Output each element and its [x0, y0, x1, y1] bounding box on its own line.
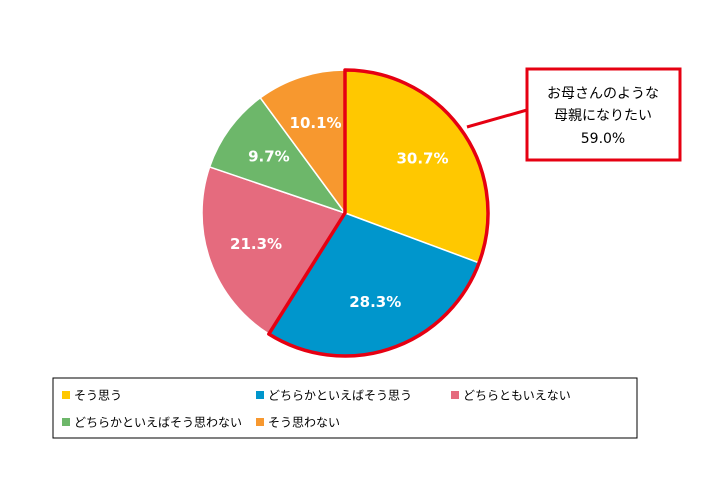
data-label: 10.1% [290, 114, 342, 132]
legend-swatch [451, 391, 459, 399]
data-label: 21.3% [230, 235, 282, 253]
legend-label: どちらともいえない [463, 389, 571, 403]
callout-line-2: 母親になりたい [554, 108, 652, 124]
legend-label: そう思う [74, 389, 122, 403]
callout-leader-line [466, 108, 528, 129]
callout-value: 59.0% [581, 131, 625, 147]
callout-box: お母さんのような 母親になりたい 59.0% [525, 67, 682, 162]
slice-dochiraka-omowanai [208, 96, 348, 215]
callout-frame [525, 67, 682, 162]
legend-swatch [62, 391, 70, 399]
pie-slices [201, 69, 489, 357]
highlight-outline [267, 68, 490, 358]
data-label: 28.3% [349, 293, 401, 311]
slice-labels: 30.7% 28.3% 21.3% 9.7%10.1% [230, 114, 449, 311]
legend-label: どちらかといえばそう思う [268, 389, 412, 403]
legend-frame [52, 377, 638, 439]
legend-label: どちらかといえばそう思わない [74, 416, 242, 430]
legend-swatch [256, 391, 264, 399]
callout-line-1: お母さんのような [547, 86, 659, 102]
legend-label: そう思わない [268, 416, 340, 430]
legend-swatch [256, 418, 264, 426]
slice-dochiratomo [201, 165, 347, 336]
legend-swatch [62, 418, 70, 426]
data-label: 9.7% [248, 148, 290, 166]
slice-sou-omowanai [259, 69, 346, 216]
data-label: 30.7% [396, 150, 448, 168]
